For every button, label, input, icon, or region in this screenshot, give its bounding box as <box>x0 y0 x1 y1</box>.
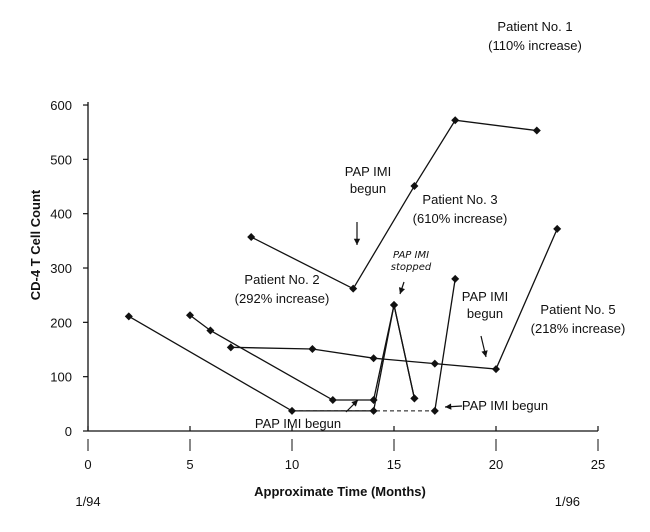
y-axis-label: CD-4 T Cell Count <box>28 189 43 300</box>
y-tick-label: 500 <box>50 152 72 167</box>
x-axis-label: Approximate Time (Months) <box>254 484 426 499</box>
annotation-text: (292% increase) <box>235 291 330 306</box>
x-tick-label: 0 <box>84 457 91 472</box>
series-line <box>230 228 558 370</box>
x-tick-label: 10 <box>285 457 299 472</box>
annotation-text: begun <box>467 306 503 321</box>
annotation-text: (610% increase) <box>413 211 508 226</box>
series-line <box>189 304 416 401</box>
data-point <box>206 326 215 335</box>
data-point <box>410 181 419 190</box>
data-point <box>288 406 296 415</box>
annotation-text: Patient No. 1 <box>497 19 572 34</box>
x-tick-label: 5 <box>186 457 193 472</box>
data-point <box>308 344 317 353</box>
data-point <box>492 365 500 374</box>
annotation-text: PAP IMI begun <box>255 416 341 431</box>
data-point <box>451 116 460 125</box>
series-line <box>434 278 456 411</box>
y-tick-label: 400 <box>50 207 72 222</box>
data-point <box>124 312 133 321</box>
annotation-text: PAP IMI <box>462 289 508 304</box>
annotation-text: (110% increase) <box>488 38 582 53</box>
annotation-text: Patient No. 2 <box>244 272 319 287</box>
annotation-text: Patient No. 3 <box>422 192 497 207</box>
annotation-arrowhead <box>445 403 452 410</box>
annotation-text: (218% increase) <box>531 321 626 336</box>
annotation-arrowhead <box>481 350 488 357</box>
y-tick-label: 0 <box>65 424 72 439</box>
data-point <box>390 300 398 309</box>
annotation-text: PAP IMI begun <box>462 398 548 413</box>
x-date-label: 1/96 <box>555 494 580 509</box>
data-point <box>430 359 439 368</box>
y-tick-label: 300 <box>50 261 72 276</box>
data-point <box>247 233 256 242</box>
x-date-label: 1/94 <box>75 494 100 509</box>
data-point <box>186 311 194 320</box>
annotation-text: begun <box>350 181 386 196</box>
x-tick-label: 20 <box>489 457 503 472</box>
annotation-text: Patient No. 5 <box>540 302 615 317</box>
x-tick-label: 15 <box>387 457 401 472</box>
annotation-text: stopped <box>391 262 432 273</box>
y-tick-label: 100 <box>50 370 72 385</box>
annotation-arrowhead <box>353 238 361 245</box>
annotation-text: PAP IMI <box>393 250 429 261</box>
data-point <box>451 274 460 283</box>
y-tick-label: 600 <box>50 98 72 113</box>
annotation-arrowhead <box>398 287 405 294</box>
data-point <box>328 396 337 405</box>
data-point <box>349 284 358 293</box>
annotation-text: PAP IMI <box>345 164 391 179</box>
x-tick-label: 25 <box>591 457 605 472</box>
annotation-arrowhead <box>351 400 358 407</box>
data-point <box>532 126 541 135</box>
data-point <box>410 394 419 403</box>
data-point <box>369 354 378 363</box>
data-point <box>369 406 378 415</box>
data-point <box>430 406 439 415</box>
data-point <box>226 343 235 352</box>
y-tick-label: 200 <box>50 315 72 330</box>
data-point <box>553 224 562 233</box>
